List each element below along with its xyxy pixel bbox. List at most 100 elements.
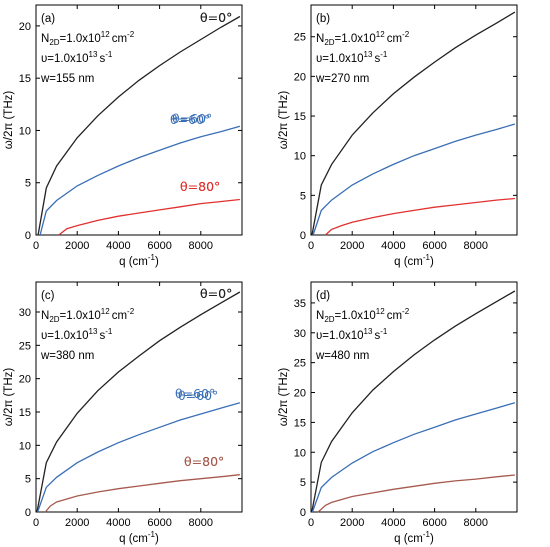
series-line-theta-80 [324, 197, 515, 236]
series-label-theta-60: θ=60° [170, 112, 210, 127]
param-velocity: υ=1.0x1013 s-1 [41, 327, 113, 342]
x-tick-label: 0 [308, 517, 314, 529]
plot-frame [310, 281, 518, 513]
x-tick-label: 2000 [65, 517, 89, 529]
series-line-theta-80 [44, 474, 240, 513]
y-tick-label: 20 [294, 388, 306, 400]
y-tick-label: 20 [19, 21, 31, 33]
series-line-theta-80 [58, 198, 240, 236]
x-tick-label: 4000 [381, 517, 405, 529]
series-label-theta-0: θ=0° [200, 10, 232, 25]
y-tick-label: 0 [25, 230, 31, 242]
y-tick-label: 0 [300, 230, 306, 242]
x-tick-label: 8000 [464, 517, 488, 529]
x-tick-label: 4000 [106, 517, 130, 529]
x-axis-label: q (cm-1) [119, 253, 159, 268]
series-line-theta-0 [37, 15, 241, 236]
y-tick-label: 15 [19, 73, 31, 85]
series-line-theta-0 [311, 290, 516, 513]
x-tick-label: 6000 [422, 517, 446, 529]
y-tick-label: 35 [294, 298, 306, 310]
panel-label: (c) [41, 290, 55, 302]
y-axis-label: ω/2π (THz) [3, 368, 15, 427]
x-tick-label: 2000 [340, 240, 364, 252]
series-label-theta-60: θ=60° [175, 386, 215, 401]
plot-frame [35, 281, 243, 513]
y-tick-label: 20 [294, 71, 306, 83]
series-line-theta-60 [39, 125, 241, 236]
series-label-theta-0: θ=0° [200, 286, 232, 301]
x-tick-label: 6000 [147, 240, 171, 252]
x-tick-label: 8000 [464, 240, 488, 252]
param-n2d: N2D=1.0x1012 cm-2 [316, 307, 410, 324]
series-line-theta-0 [36, 291, 241, 513]
y-tick-label: 0 [25, 507, 31, 519]
x-axis-label: q (cm-1) [394, 530, 434, 545]
param-width: w=155 nm [40, 73, 94, 85]
chart-panel-c: 0 2000 4000 6000 8000 0 5 10 15 20 25 30 q (cm-1) ω/2… [3, 281, 243, 545]
x-tick-label: 2000 [65, 240, 89, 252]
x-axis-label: q (cm-1) [119, 530, 159, 545]
y-tick-label: 20 [19, 374, 31, 386]
series-line-theta-60 [311, 402, 516, 513]
y-tick-label: 10 [294, 447, 306, 459]
series-label-theta-60: θ=60° [172, 111, 212, 126]
series-line-theta-60 [36, 402, 241, 513]
param-velocity: υ=1.0x1013 s-1 [41, 50, 113, 65]
y-tick-label: 10 [19, 440, 31, 452]
param-width: w=480 nm [315, 350, 369, 362]
param-n2d: N2D=1.0x1012 cm-2 [316, 30, 410, 47]
series-label-theta-60: θ=60° [178, 388, 218, 403]
series-label-theta-80: θ=80° [180, 179, 220, 194]
y-axis-label: ω/2π (THz) [278, 91, 290, 150]
chart-panel-b: 0 2000 4000 6000 8000 0 5 10 15 20 25 q (cm-1) ω/2π … [170, 4, 518, 268]
param-width: w=380 nm [40, 350, 94, 362]
x-tick-label: 6000 [147, 517, 171, 529]
x-tick-label: 4000 [106, 240, 130, 252]
series-label-theta-0: θ=0° [200, 286, 232, 301]
x-tick-label: 0 [33, 240, 39, 252]
y-tick-label: 30 [19, 307, 31, 319]
series-label-theta-80: θ=80° [184, 454, 224, 469]
panel-label: (b) [316, 13, 330, 25]
series-label-theta-80: θ=80° [180, 179, 220, 194]
panel-label: (a) [41, 13, 55, 25]
y-axis-label: ω/2π (THz) [278, 368, 290, 427]
y-axis-label: ω/2π (THz) [3, 91, 15, 150]
param-velocity: υ=1.0x1013 s-1 [316, 327, 388, 342]
series-line-theta-80 [317, 474, 515, 513]
series-line-theta-0 [311, 11, 516, 236]
param-n2d: N2D=1.0x1012 cm-2 [41, 307, 135, 324]
chart-panel-a: 0 2000 4000 6000 8000 0 5 10 15 20 q (cm-1) ω/2π (T… [3, 4, 243, 268]
x-tick-label: 8000 [189, 240, 213, 252]
x-tick-label: 0 [308, 240, 314, 252]
y-tick-label: 15 [19, 407, 31, 419]
x-tick-label: 4000 [381, 240, 405, 252]
param-width: w=270 nm [315, 73, 369, 85]
y-tick-label: 25 [294, 358, 306, 370]
x-tick-label: 2000 [340, 517, 364, 529]
y-tick-label: 25 [19, 340, 31, 352]
panel-label: (d) [316, 290, 330, 302]
x-tick-label: 8000 [189, 517, 213, 529]
series-label-theta-80: θ=80° [184, 454, 224, 469]
param-n2d: N2D=1.0x1012 cm-2 [41, 30, 135, 47]
y-tick-label: 15 [294, 417, 306, 429]
y-tick-label: 10 [19, 125, 31, 137]
param-velocity: υ=1.0x1013 s-1 [316, 50, 388, 65]
y-tick-label: 25 [294, 32, 306, 44]
plot-frame [35, 4, 243, 236]
x-axis-label: q (cm-1) [394, 253, 434, 268]
y-tick-label: 5 [25, 474, 31, 486]
x-tick-label: 6000 [422, 240, 446, 252]
y-tick-label: 5 [25, 178, 31, 190]
series-label-theta-0: θ=0° [200, 10, 232, 25]
x-tick-label: 0 [33, 517, 39, 529]
y-tick-label: 5 [300, 477, 306, 489]
y-tick-label: 10 [294, 151, 306, 163]
y-tick-label: 15 [294, 111, 306, 123]
y-tick-label: 5 [300, 190, 306, 202]
y-tick-label: 0 [300, 507, 306, 519]
plot-frame [310, 4, 518, 236]
